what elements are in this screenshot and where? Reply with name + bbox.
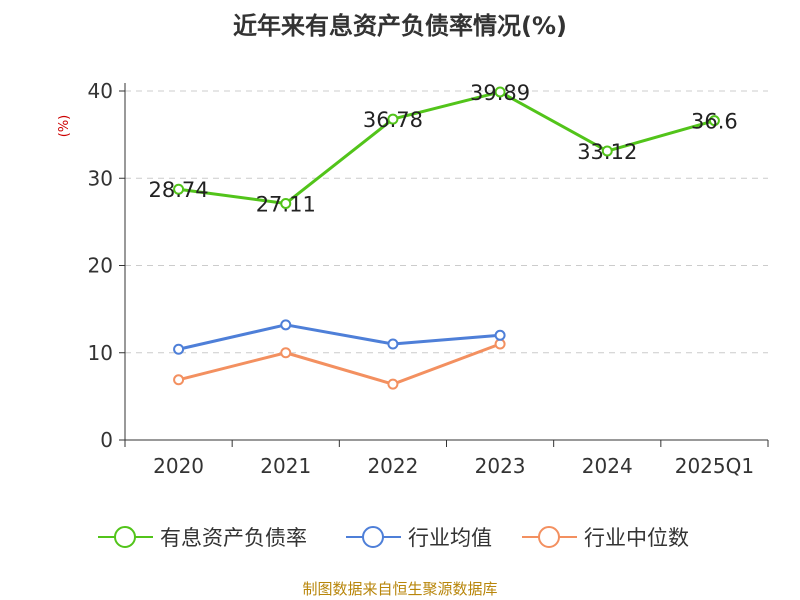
legend-item: 行业均值: [346, 526, 492, 550]
data-point: [494, 86, 506, 98]
data-label: 39.89: [470, 81, 530, 105]
data-label: 33.12: [577, 140, 637, 164]
legend-marker: [114, 526, 136, 548]
x-tick-label: 2025Q1: [675, 454, 754, 478]
data-label: 36.6: [691, 110, 738, 134]
data-point: [387, 378, 399, 390]
series-line: [178, 323, 501, 351]
legend-marker: [538, 526, 560, 548]
data-point: [387, 338, 399, 350]
data-label: 36.78: [363, 108, 423, 132]
data-point: [280, 347, 292, 359]
data-source-note: 制图数据来自恒生聚源数据库: [302, 580, 498, 598]
data-point: [601, 145, 613, 157]
data-point: [173, 374, 185, 386]
y-axis-label: (%): [57, 115, 72, 138]
data-point: [173, 343, 185, 355]
legend-label: 行业中位数: [584, 526, 689, 550]
x-tick-label: 2022: [367, 454, 418, 478]
x-tick-label: 2024: [582, 454, 633, 478]
legend-item: 行业中位数: [522, 526, 689, 550]
data-point: [387, 113, 399, 125]
data-point: [280, 197, 292, 209]
data-label: 27.11: [256, 192, 316, 216]
x-tick-label: 2021: [260, 454, 311, 478]
y-tick-label: 30: [88, 166, 113, 190]
legend-marker: [362, 526, 384, 548]
legend-label: 行业均值: [408, 526, 492, 550]
y-tick-label: 40: [88, 79, 113, 103]
x-tick-label: 2020: [153, 454, 204, 478]
series-line: [178, 90, 715, 205]
data-point: [708, 115, 720, 127]
series-line: [178, 342, 501, 386]
data-point: [173, 183, 185, 195]
y-tick-label: 0: [100, 428, 113, 452]
data-point: [494, 338, 506, 350]
y-tick-label: 20: [88, 254, 113, 278]
data-point: [280, 319, 292, 331]
data-point: [494, 329, 506, 341]
legend-label: 有息资产负债率: [160, 526, 307, 550]
x-tick-label: 2023: [475, 454, 526, 478]
data-label: 28.74: [149, 178, 209, 202]
y-tick-label: 10: [88, 341, 113, 365]
legend-item: 有息资产负债率: [98, 526, 307, 550]
chart-title: 近年来有息资产负债率情况(%): [233, 12, 567, 40]
